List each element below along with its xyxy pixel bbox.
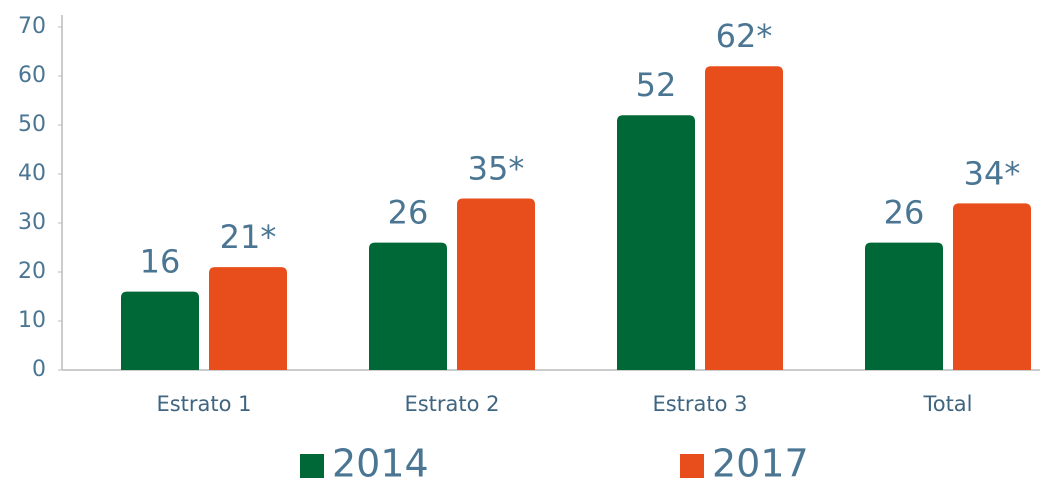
legend-swatch (680, 454, 704, 478)
bar (121, 291, 199, 370)
bar (865, 242, 943, 370)
y-tick-label: 30 (18, 210, 46, 235)
y-tick-label: 70 (18, 14, 46, 39)
legend-swatch (300, 454, 324, 478)
legend-label: 2014 (332, 442, 429, 480)
bar (705, 66, 783, 370)
x-tick-label: Total (922, 392, 972, 416)
bar (953, 203, 1031, 370)
value-label: 26 (388, 194, 429, 232)
value-label: 16 (140, 243, 181, 281)
y-tick-label: 40 (18, 161, 46, 186)
x-tick-label: Estrato 1 (156, 392, 251, 416)
x-tick-label: Estrato 2 (404, 392, 499, 416)
legend-label: 2017 (712, 442, 809, 480)
bar (209, 267, 287, 370)
value-label: 62* (716, 17, 773, 55)
value-label: 34* (964, 154, 1021, 192)
value-label: 21* (220, 218, 277, 256)
value-label: 26 (884, 194, 925, 232)
value-label: 52 (636, 66, 677, 104)
y-tick-label: 50 (18, 112, 46, 137)
x-tick-label: Estrato 3 (652, 392, 747, 416)
y-tick-label: 20 (18, 259, 46, 284)
y-tick-label: 10 (18, 308, 46, 333)
bar (617, 115, 695, 370)
y-tick-label: 0 (32, 357, 46, 382)
value-label: 35* (468, 150, 525, 188)
bar (369, 242, 447, 370)
y-tick-label: 60 (18, 63, 46, 88)
bar (457, 198, 535, 370)
